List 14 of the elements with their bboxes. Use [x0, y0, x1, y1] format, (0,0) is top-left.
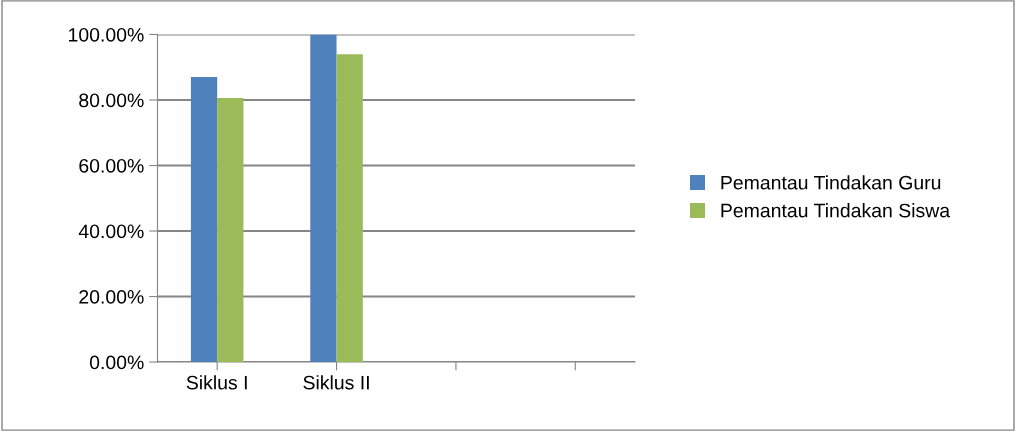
y-tick-label: 0.00%: [89, 355, 144, 370]
y-tick-label: 20.00%: [79, 290, 144, 304]
x-tick-label: Siklus I: [186, 375, 247, 390]
y-tick-label: 60.00%: [79, 158, 144, 173]
y-tick-label: 40.00%: [78, 224, 144, 239]
y-tick-label: 100.00%: [69, 27, 144, 42]
x-tick-label: Siklus II: [303, 375, 369, 390]
bar: [190, 77, 218, 363]
bar: [217, 98, 244, 363]
bar: [336, 54, 363, 363]
y-tick-label: 80.00%: [79, 93, 144, 108]
legend-label: Pemantau Tindakan Siswa: [721, 203, 951, 218]
legend-label: Pemantau Tindakan Guru: [721, 175, 941, 190]
bar: [310, 34, 337, 363]
